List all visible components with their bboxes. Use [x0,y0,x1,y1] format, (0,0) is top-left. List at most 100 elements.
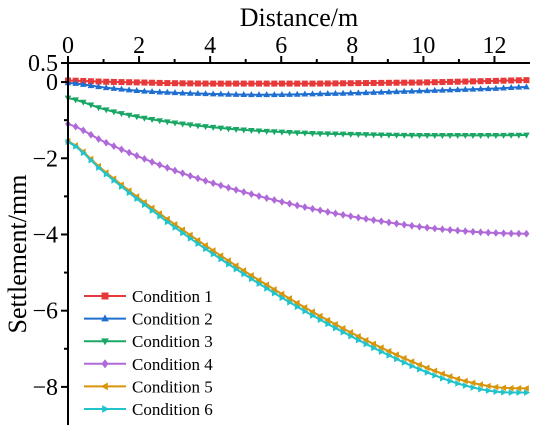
data-point [186,231,193,239]
data-point [370,88,377,95]
data-point [408,79,415,86]
x-tick-label: 8 [346,33,358,59]
data-point [500,229,507,238]
data-point [355,80,362,87]
data-point [186,122,194,129]
data-point [80,126,87,135]
data-point [263,281,270,289]
data-point [164,119,171,126]
data-point [308,308,315,316]
data-point [507,384,514,392]
data-point [423,133,431,140]
data-point [333,324,340,332]
data-point [507,132,515,139]
data-point [293,130,301,137]
data-point [102,107,110,114]
data-point [485,228,492,237]
data-point [324,131,332,138]
y-tick-label: −2 [32,146,58,172]
data-point [278,80,285,87]
data-point [201,242,208,249]
data-point [424,223,431,232]
data-point [195,240,202,247]
data-point [340,210,347,219]
data-point [233,80,240,87]
data-point [324,208,331,216]
data-point [203,245,210,253]
data-point [447,78,454,85]
data-point [484,85,492,92]
data-point [278,129,286,136]
data-point [149,207,156,214]
data-point [508,389,515,396]
data-point [88,156,95,164]
data-point [248,91,255,98]
data-point [301,304,308,311]
data-point [186,89,194,96]
data-point [247,272,254,279]
data-point [515,83,523,90]
data-point [202,90,209,97]
data-point [492,77,499,84]
data-point [102,84,110,91]
data-point [470,384,477,391]
data-point [500,84,507,91]
data-point [431,367,438,375]
data-point [362,80,369,87]
data-point [347,329,354,336]
data-point [256,192,263,201]
data-point [416,79,423,86]
data-point [447,226,454,234]
data-point [340,328,347,336]
data-point [255,128,263,135]
data-point [423,364,430,372]
data-point [485,387,492,394]
data-point [179,226,186,234]
data-point [156,118,163,125]
data-point [194,89,202,96]
data-point [499,384,506,392]
data-point [439,133,446,140]
data-point [225,183,232,192]
data-point [347,80,354,87]
data-point [301,130,309,137]
data-point [492,84,500,91]
data-point [378,79,385,86]
data-point [294,80,301,87]
data-point [194,123,202,130]
data-point [294,303,301,311]
data-point [217,125,225,132]
data-point [286,80,293,87]
data-point [301,203,308,212]
data-point [301,80,308,87]
data-point [256,80,263,87]
data-point [164,163,171,172]
data-point [240,127,248,134]
data-point [110,78,117,85]
data-point [271,289,278,297]
data-point [355,213,362,222]
data-point [423,87,431,94]
data-point [362,336,369,344]
series-5 [64,137,529,392]
data-point [302,307,309,315]
data-point [355,336,362,344]
data-point [218,255,225,263]
data-point [447,377,454,385]
data-point [370,340,377,348]
x-tick-label: 4 [204,33,216,59]
data-point [431,224,438,233]
data-point [316,90,324,97]
data-point [446,373,453,380]
data-point [110,84,118,91]
data-point [209,124,217,131]
data-point [454,86,461,93]
data-point [226,260,233,268]
data-point [370,132,377,139]
data-point [371,344,378,352]
data-point [454,375,461,383]
data-point [157,212,164,220]
data-point [515,77,522,84]
data-point [287,299,294,306]
data-point [416,222,423,231]
